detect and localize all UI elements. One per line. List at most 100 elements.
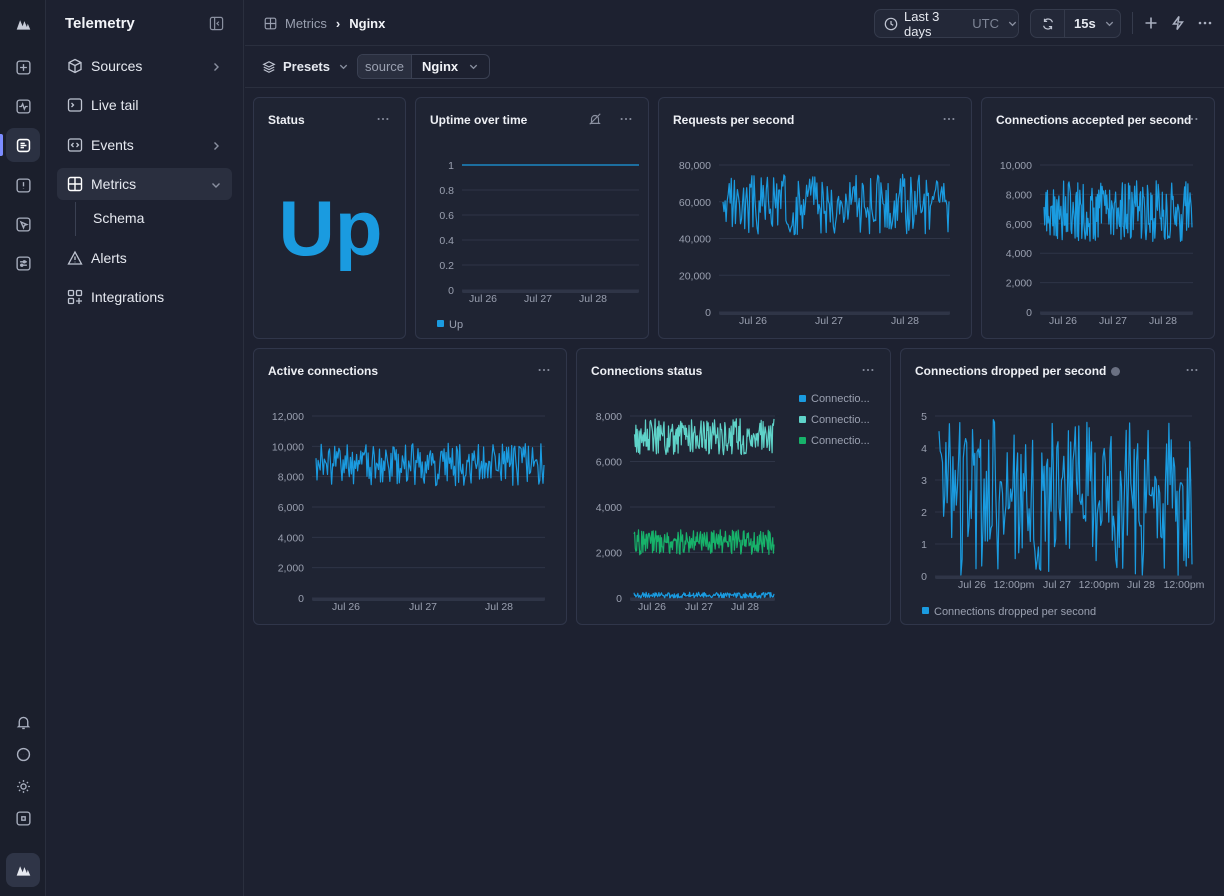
sidebar-item-schema[interactable]: Schema xyxy=(93,210,145,226)
cursor-icon[interactable] xyxy=(13,214,33,234)
x-axis-baseline xyxy=(312,598,545,601)
y-tick-label: 2,000 xyxy=(278,563,304,575)
connections-status-panel: Connections status 8,000 6,000 4,000 2,000 0… xyxy=(576,348,891,625)
refresh-control[interactable]: 15s xyxy=(1030,9,1121,38)
legend-label: Connections dropped per second xyxy=(934,606,1096,618)
x-tick-label: Jul 26 xyxy=(332,601,360,613)
sparkle-icon[interactable] xyxy=(13,57,33,77)
more-icon[interactable] xyxy=(537,363,551,377)
x-tick-label: Jul 28 xyxy=(485,601,513,613)
y-tick-label: 8,000 xyxy=(1006,189,1032,201)
chevron-down-icon xyxy=(210,178,222,190)
y-tick-label: 20,000 xyxy=(679,270,711,282)
y-tick-label: 0 xyxy=(921,571,927,583)
chevron-down-icon xyxy=(338,61,349,72)
y-tick-label: 4 xyxy=(921,443,927,455)
y-tick-label: 0 xyxy=(616,593,622,605)
sidebar-item-integrations[interactable]: Integrations xyxy=(57,281,232,313)
sidebar-item-metrics[interactable]: Metrics xyxy=(57,168,232,200)
panel-title: Requests per second xyxy=(673,113,795,127)
x-tick-label: Jul 27 xyxy=(685,601,713,613)
sidebar-item-label: Events xyxy=(91,137,134,153)
x-tick-label: Jul 28 xyxy=(1149,315,1177,327)
dropped-panel: Connections dropped per second 5 4 3 2 1 0 Jul… xyxy=(900,348,1215,625)
sidebar-item-sources[interactable]: Sources xyxy=(57,50,232,82)
chevron-down-icon xyxy=(468,61,479,72)
lightning-icon[interactable] xyxy=(1170,15,1186,31)
refresh-icon[interactable] xyxy=(1031,10,1065,37)
sidebar-item-label: Metrics xyxy=(91,176,137,192)
y-tick-label: 2,000 xyxy=(596,548,622,560)
y-tick-label: 2 xyxy=(921,507,927,519)
y-tick-label: 80,000 xyxy=(679,160,711,172)
more-icon[interactable] xyxy=(376,112,390,126)
series-line xyxy=(633,418,775,456)
datasets-icon[interactable] xyxy=(6,128,40,162)
cube-icon xyxy=(67,58,83,74)
series-line xyxy=(633,591,775,599)
y-tick-label: 0.8 xyxy=(439,185,454,197)
chat-icon[interactable] xyxy=(13,744,33,764)
y-tick-label: 12,000 xyxy=(272,411,304,423)
legend-swatch xyxy=(799,395,806,402)
more-icon[interactable] xyxy=(1197,15,1213,31)
info-icon[interactable] xyxy=(1111,366,1121,376)
terminal-icon xyxy=(67,97,83,113)
presets-dropdown[interactable]: Presets xyxy=(262,59,349,74)
y-tick-label: 1 xyxy=(448,160,454,172)
collapse-sidebar-icon[interactable] xyxy=(209,16,224,31)
requests-panel: Requests per second 80,000 60,000 40,000 20… xyxy=(658,97,972,339)
layers-icon xyxy=(262,60,276,74)
y-tick-label: 2,000 xyxy=(1006,278,1032,290)
y-tick-label: 6,000 xyxy=(278,502,304,514)
filter-value: Nginx xyxy=(422,59,459,74)
uptime-panel: Uptime over time 1 0.8 0.6 0.4 0.2 0 Jul 26 Jul… xyxy=(415,97,649,339)
y-tick-label: 6,000 xyxy=(596,457,622,469)
x-tick-label: 12:00pm xyxy=(1079,579,1120,591)
accepted-panel: Connections accepted per second 10,000 8,… xyxy=(981,97,1215,339)
status-value: Up xyxy=(278,184,383,272)
y-tick-label: 6,000 xyxy=(1006,219,1032,231)
sidebar: Telemetry Sources Live tail Events Metri… xyxy=(46,0,244,896)
x-tick-label: Jul 27 xyxy=(409,601,437,613)
y-tick-label: 40,000 xyxy=(679,234,711,246)
source-filter[interactable]: source Nginx xyxy=(357,54,491,79)
x-tick-label: Jul 28 xyxy=(1127,579,1155,591)
uptime-chart: 1 0.8 0.6 0.4 0.2 0 Jul 26 Jul 27 Jul 28 Up xyxy=(437,160,639,331)
sidebar-item-events[interactable]: Events xyxy=(57,129,232,161)
add-icon[interactable] xyxy=(1143,15,1159,31)
more-icon[interactable] xyxy=(861,363,875,377)
legend-swatch xyxy=(437,320,444,327)
y-tick-label: 0 xyxy=(705,307,711,319)
sidebar-item-alerts[interactable]: Alerts xyxy=(57,242,232,274)
x-tick-label: Jul 28 xyxy=(891,315,919,327)
sun-icon[interactable] xyxy=(13,776,33,796)
sliders-icon[interactable] xyxy=(13,253,33,273)
x-tick-label: Jul 26 xyxy=(1049,315,1077,327)
series-line xyxy=(938,419,1193,576)
more-icon[interactable] xyxy=(619,112,633,126)
sidebar-item-live-tail[interactable]: Live tail xyxy=(57,89,232,121)
y-tick-label: 0.2 xyxy=(439,260,454,272)
more-icon[interactable] xyxy=(1185,363,1199,377)
breadcrumb-metrics[interactable]: Metrics xyxy=(285,16,327,31)
activity-icon[interactable] xyxy=(13,96,33,116)
sidebar-item-label: Integrations xyxy=(91,289,165,305)
time-range-picker[interactable]: Last 3 days UTC xyxy=(874,9,1019,39)
series-line xyxy=(315,442,545,487)
chevron-down-icon xyxy=(1007,18,1018,29)
command-icon[interactable] xyxy=(13,808,33,828)
x-tick-label: Jul 28 xyxy=(731,601,759,613)
workspace-logo-icon[interactable] xyxy=(6,853,40,887)
more-icon[interactable] xyxy=(942,112,956,126)
active-connections-chart: 12,000 10,000 8,000 6,000 4,000 2,000 0 Jul 26 J… xyxy=(272,411,545,613)
y-tick-label: 0 xyxy=(448,285,454,297)
alert-box-icon[interactable] xyxy=(13,175,33,195)
bell-icon[interactable] xyxy=(13,712,33,732)
no-alert-icon[interactable] xyxy=(588,112,602,126)
logo-icon[interactable] xyxy=(13,14,33,34)
active-connections-panel: Active connections 12,000 10,000 8,000 6,00… xyxy=(253,348,567,625)
more-icon[interactable] xyxy=(1185,112,1199,126)
y-tick-label: 5 xyxy=(921,411,927,423)
dropped-chart: 5 4 3 2 1 0 Jul 26 12:00pm Jul 27 12:00pm Jul 28 12… xyxy=(921,411,1205,618)
